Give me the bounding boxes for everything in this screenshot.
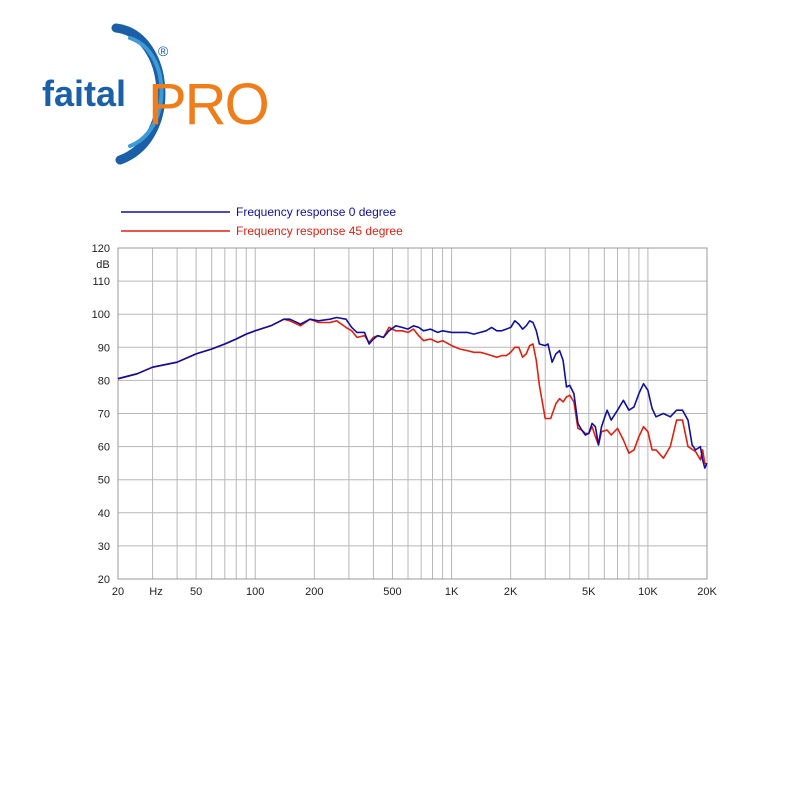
- x-tick-label: 200: [305, 586, 323, 598]
- chart-grid: [117, 247, 708, 580]
- y-tick-label: 100: [92, 309, 110, 321]
- y-tick-label: 40: [98, 508, 110, 520]
- x-tick-label: 20: [112, 586, 124, 598]
- y-axis-label: dB: [96, 259, 109, 271]
- y-tick-label: 60: [98, 442, 110, 454]
- series-line-45-degree: [117, 318, 708, 466]
- logo-registered-mark: ®: [158, 43, 169, 59]
- series-line-0-degree: [117, 316, 708, 469]
- x-tick-label: 500: [383, 586, 401, 598]
- x-tick-labels: 20 50 100 200 500 1K 2K 5K 10K 20K: [112, 586, 718, 598]
- x-tick-label: 5K: [582, 586, 596, 598]
- y-tick-label: 20: [98, 574, 110, 586]
- logo-pro: PRO: [148, 72, 268, 137]
- x-tick-label: 100: [246, 586, 264, 598]
- y-tick-labels: 20 30 40 50 60 70 80 90 100 110 120: [92, 243, 110, 586]
- legend-label-0-degree: Frequency response 0 degree: [236, 205, 396, 219]
- legend-label-45-degree: Frequency response 45 degree: [236, 224, 403, 238]
- logo-wordmark: faital: [42, 73, 126, 114]
- y-tick-label: 120: [92, 243, 110, 255]
- plot-frame: [117, 247, 708, 580]
- x-tick-label: 10K: [638, 586, 658, 598]
- y-tick-label: 70: [98, 409, 110, 421]
- y-tick-label: 30: [98, 541, 110, 553]
- x-tick-label: 50: [190, 586, 202, 598]
- x-tick-label: 20K: [697, 586, 717, 598]
- y-tick-label: 50: [98, 475, 110, 487]
- faital-pro-logo: faital PRO ®: [42, 23, 270, 165]
- y-tick-label: 90: [98, 342, 110, 354]
- chart-series: [117, 316, 708, 469]
- y-tick-label: 80: [98, 375, 110, 387]
- x-tick-label: 2K: [504, 586, 518, 598]
- y-tick-label: 110: [92, 276, 110, 288]
- logo-arc-inner: [128, 36, 164, 148]
- x-axis-label: Hz: [149, 586, 162, 598]
- chart-legend: Frequency response 0 degree Frequency re…: [121, 205, 403, 238]
- x-tick-label: 1K: [445, 586, 459, 598]
